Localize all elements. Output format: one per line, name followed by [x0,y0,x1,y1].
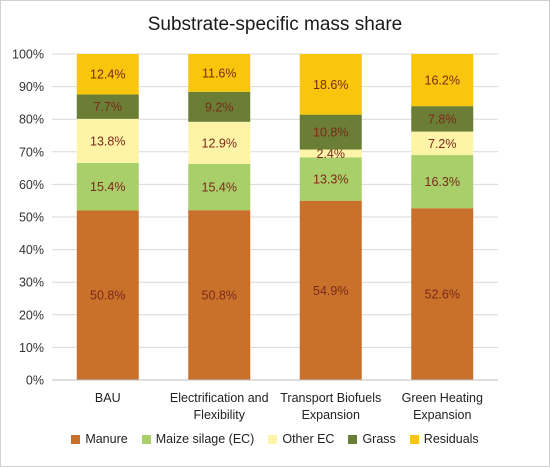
bar-segment [76,118,139,163]
y-tick-label: 40% [19,243,44,257]
bar-segment [188,121,251,164]
y-tick-label: 80% [19,113,44,127]
data-label: 15.4% [202,181,237,195]
bar-segment [188,91,251,122]
y-tick-label: 60% [19,178,44,192]
data-label: 2.4% [317,147,346,161]
bar-segment [411,131,474,156]
bar-segment [76,94,139,119]
data-label: 54.9% [313,284,348,298]
legend-label: Residuals [423,432,479,446]
x-tick-label: Transport Biofuels [280,391,381,405]
x-tick-label: Expansion [302,408,360,422]
y-tick-label: 90% [19,80,44,94]
y-tick-label: 0% [26,374,44,388]
y-tick-label: 20% [19,308,44,322]
data-label: 18.6% [313,78,348,92]
data-label: 15.4% [90,180,125,194]
data-label: 50.8% [90,289,125,303]
legend-swatch [71,434,81,444]
x-tick-label: BAU [95,391,121,405]
bar-segment [299,200,362,380]
legend-label: Maize silage (EC) [155,432,255,446]
bar-segment [76,162,139,211]
bar-segment [411,208,474,380]
chart-legend: Manure Maize silage (EC) Other EC Grass Resi… [0,432,550,446]
data-label: 13.8% [90,134,125,148]
data-label: 13.3% [313,173,348,187]
bar-segment [188,54,251,92]
legend-label: Grass [362,432,396,446]
data-label: 16.3% [425,175,460,189]
y-tick-label: 50% [19,211,44,225]
x-tick-label: Green Heating [402,391,483,405]
bar-segment [76,54,139,95]
data-label: 12.4% [90,68,125,82]
data-label: 52.6% [425,288,460,302]
chart-title: Substrate-specific mass share [147,14,403,35]
bar-segment [411,54,474,107]
y-tick-label: 100% [12,48,44,62]
y-tick-label: 70% [19,145,44,159]
legend-swatch [348,434,358,444]
legend-swatch [141,434,151,444]
data-label: 12.9% [202,136,237,150]
bar-segment [299,157,362,201]
bar-segment [299,114,362,150]
legend-label: Other EC [282,432,335,446]
legend-item: Residuals [409,432,479,446]
legend-item: Other EC [268,432,334,446]
legend-item: Grass [348,432,396,446]
data-label: 11.6% [202,66,237,80]
data-label: 7.7% [94,100,123,114]
legend-item: Maize silage (EC) [141,432,255,446]
x-tick-label: Expansion [413,408,471,422]
y-tick-label: 10% [19,341,44,355]
y-tick-label: 30% [19,276,44,290]
data-label: 7.8% [428,112,457,126]
legend-swatch [268,434,278,444]
x-tick-label: Flexibility [194,408,246,422]
legend-label: Manure [85,432,128,446]
bar-segment [188,210,251,380]
data-label: 9.2% [205,100,234,114]
data-label: 50.8% [202,289,237,303]
data-label: 16.2% [425,74,460,88]
bar-segment [411,155,474,209]
legend-item: Manure [71,432,128,446]
bar-segment [188,163,251,211]
x-tick-label: Electrification and [170,391,269,405]
bar-segment [299,149,362,158]
bar-segment [411,106,474,132]
bar-segment [299,54,362,115]
data-label: 7.2% [428,137,457,151]
data-label: 10.8% [313,126,348,140]
legend-swatch [409,434,419,444]
bar-segment [76,210,139,380]
